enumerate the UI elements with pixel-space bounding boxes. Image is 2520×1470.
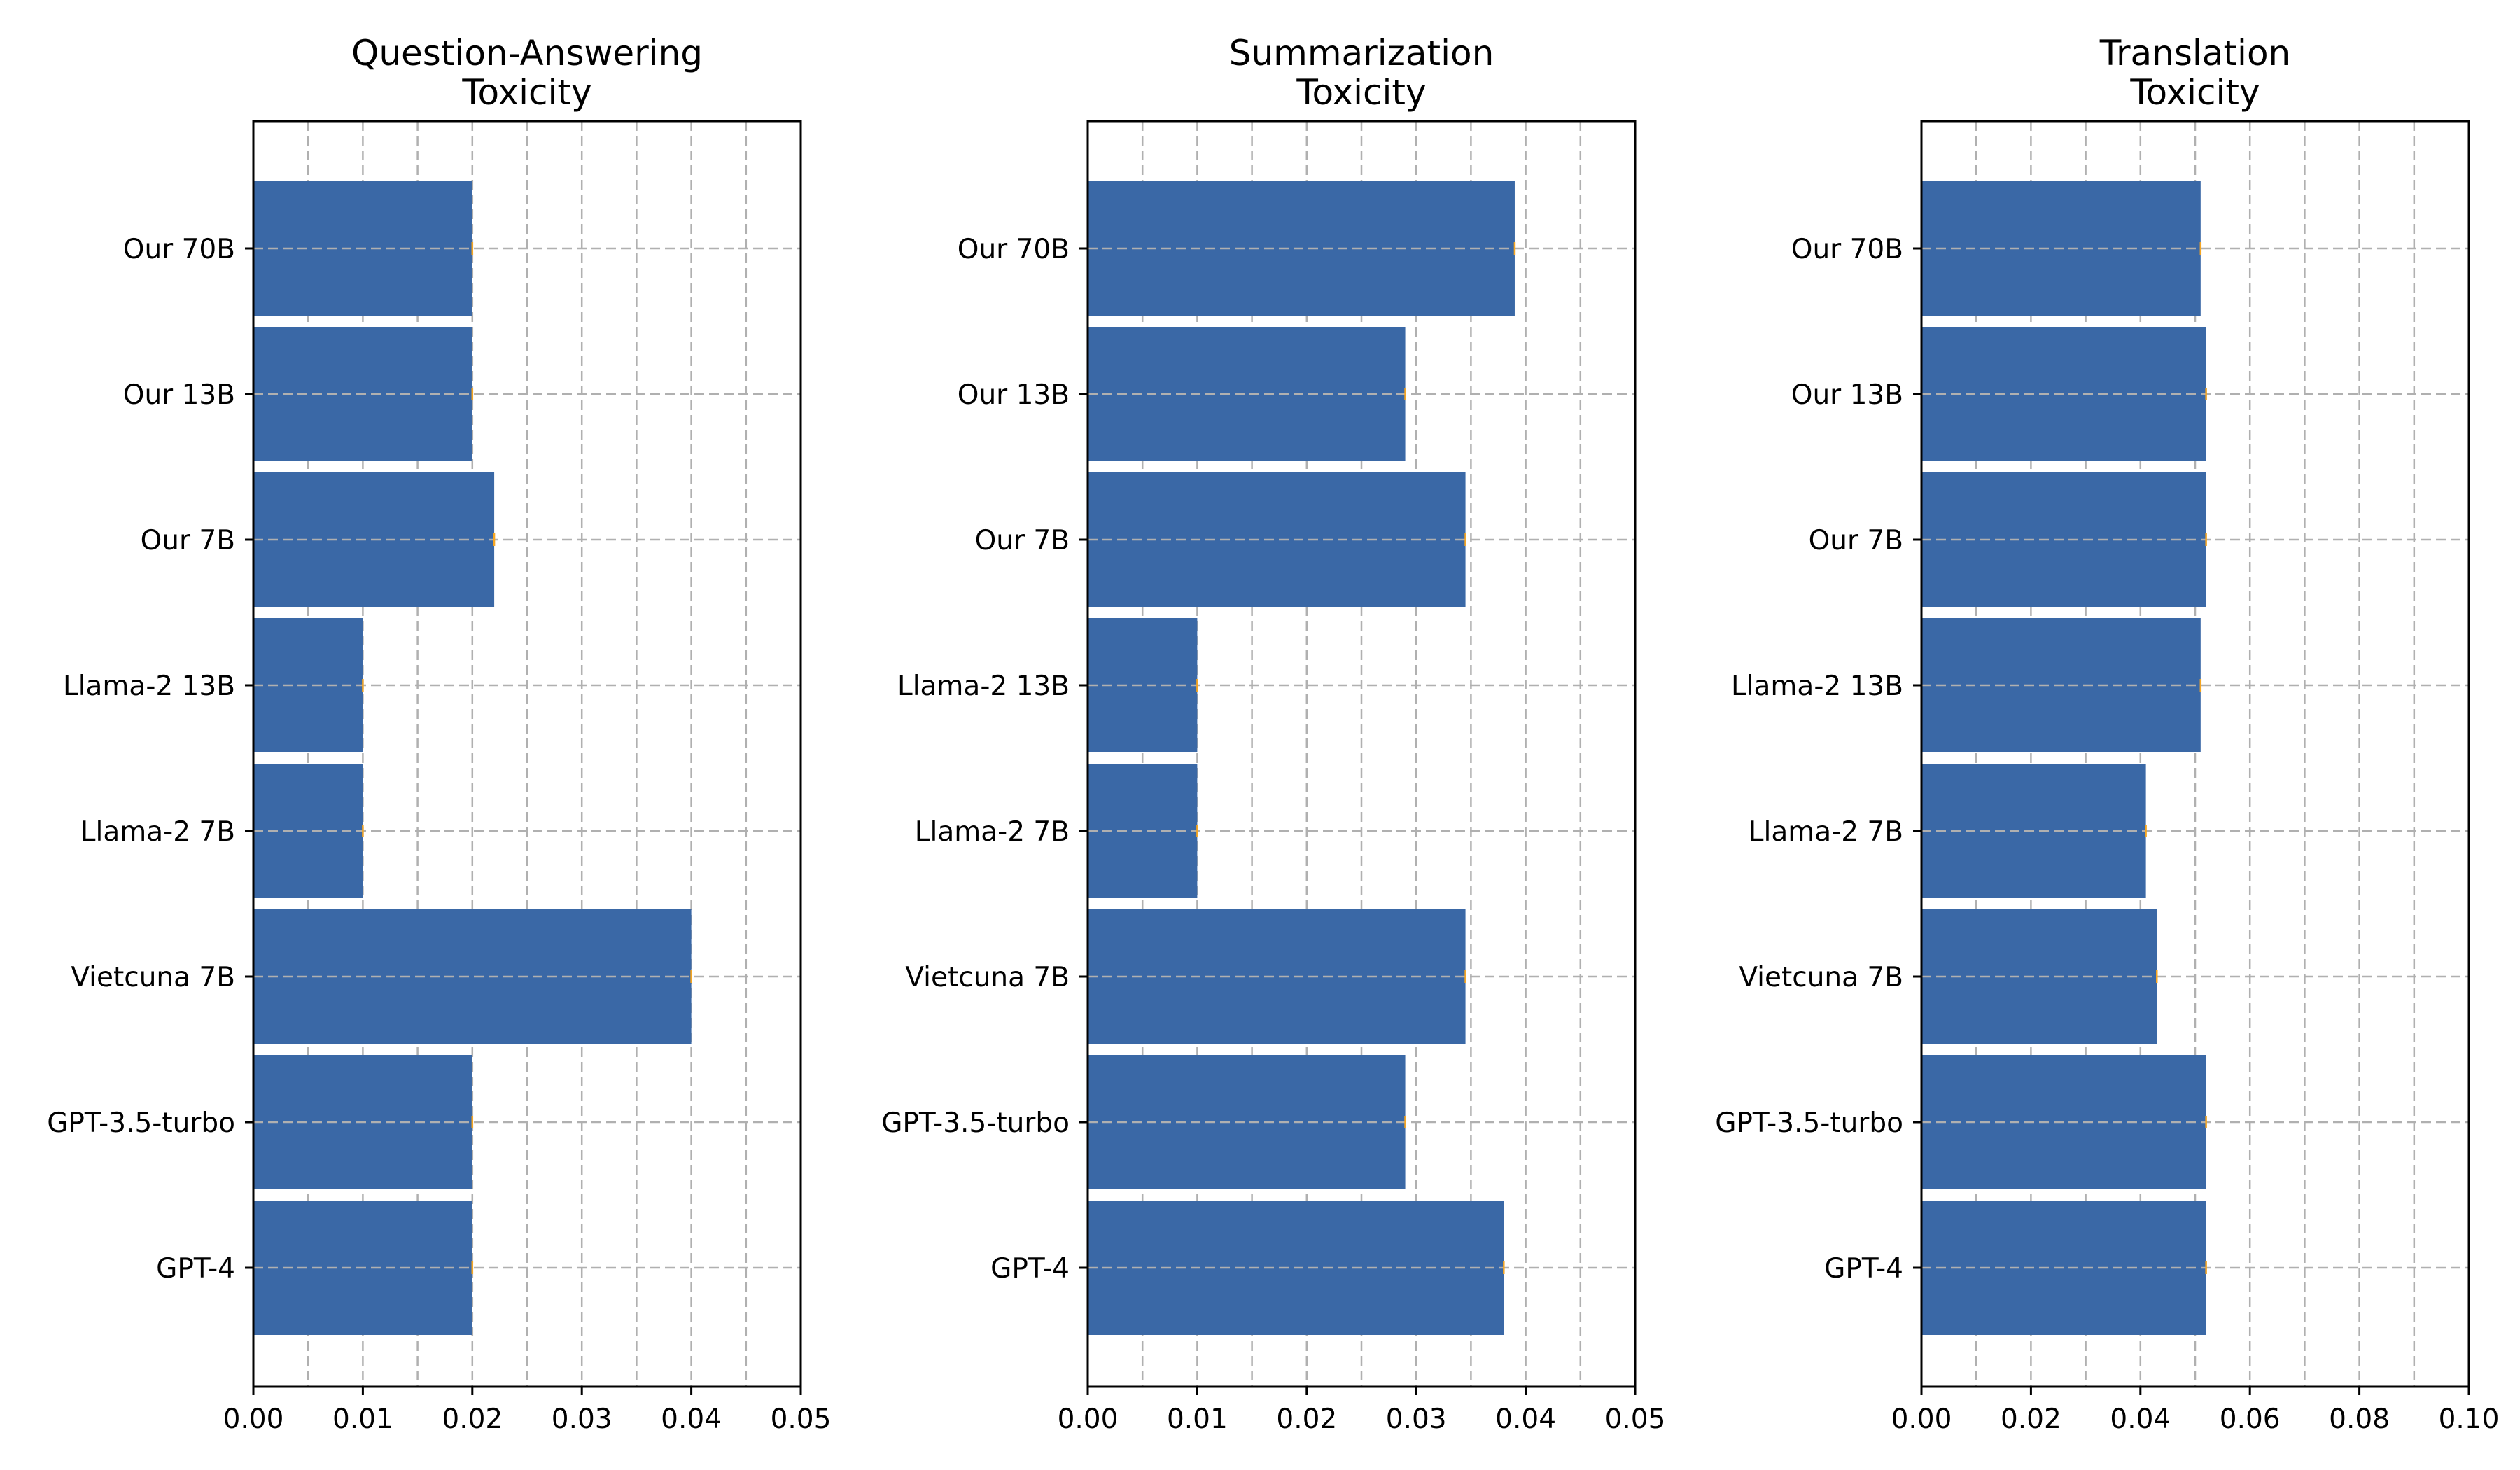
x-tick-label: 0.04	[2110, 1404, 2171, 1435]
y-tick-label: GPT-4	[990, 1253, 1070, 1284]
y-tick-label: Llama-2 7B	[80, 816, 235, 848]
chart-title: Toxicity	[1296, 72, 1426, 113]
y-tick-label: GPT-3.5-turbo	[881, 1107, 1070, 1139]
x-tick-label: 0.10	[2439, 1404, 2500, 1435]
chart-title: Translation	[2099, 33, 2290, 74]
y-tick-label: GPT-4	[156, 1253, 235, 1284]
x-tick-label: 0.06	[2220, 1404, 2281, 1435]
chart-title: Toxicity	[461, 72, 592, 113]
y-tick-label: Llama-2 13B	[897, 671, 1070, 702]
bar	[1088, 909, 1466, 1044]
chart-title: Toxicity	[2129, 72, 2260, 113]
x-tick-label: 0.05	[771, 1404, 832, 1435]
chart-title: Summarization	[1229, 33, 1494, 74]
x-tick-label: 0.01	[1167, 1404, 1228, 1435]
chart-panel-1: Our 70B Our 13B Our 7B Llama-2 13B Llama-2 7…	[881, 33, 1665, 1435]
x-tick-label: 0.03	[1386, 1404, 1447, 1435]
x-tick-label: 0.01	[332, 1404, 393, 1435]
x-tick-label: 0.04	[661, 1404, 722, 1435]
bar	[253, 909, 692, 1044]
axes-frame	[1086, 120, 1637, 1388]
y-tick-label: GPT-3.5-turbo	[47, 1107, 235, 1139]
y-tick-label: Llama-2 13B	[1731, 671, 1903, 702]
y-tick-label: Our 70B	[958, 234, 1070, 265]
y-tick-label: Our 70B	[123, 234, 235, 265]
x-tick-label: 0.02	[442, 1404, 503, 1435]
y-tick-label: Our 13B	[1791, 379, 1903, 411]
x-tick-label: 0.02	[2001, 1404, 2062, 1435]
x-tick-label: 0.05	[1605, 1404, 1666, 1435]
y-tick-label: Llama-2 7B	[915, 816, 1070, 848]
x-tick-label: 0.00	[1891, 1404, 1952, 1435]
x-tick-label: 0.08	[2329, 1404, 2390, 1435]
axes-frame	[1920, 120, 2470, 1388]
chart-panel-2: Our 70B Our 13B Our 7B Llama-2 13B Llama-2 7…	[1715, 33, 2499, 1435]
bar	[1088, 472, 1466, 607]
y-tick-label: Llama-2 7B	[1749, 816, 1903, 848]
chart-title: Question-Answering	[351, 33, 703, 74]
y-tick-label: Llama-2 13B	[63, 671, 235, 702]
y-tick-label: Our 7B	[141, 525, 235, 556]
y-tick-label: GPT-3.5-turbo	[1715, 1107, 1903, 1139]
y-tick-label: GPT-4	[1824, 1253, 1903, 1284]
y-tick-label: Our 13B	[958, 379, 1070, 411]
y-tick-label: Vietcuna 7B	[71, 962, 235, 993]
y-tick-label: Our 7B	[1809, 525, 1903, 556]
y-tick-label: Our 7B	[975, 525, 1070, 556]
x-tick-label: 0.02	[1276, 1404, 1337, 1435]
chart-panel-0: Our 70B Our 13B Our 7B Llama-2 13B Llama-2 7…	[47, 33, 831, 1435]
axes-frame	[252, 120, 802, 1388]
x-tick-label: 0.00	[1058, 1404, 1119, 1435]
y-tick-label: Vietcuna 7B	[1739, 962, 1903, 993]
x-tick-label: 0.04	[1495, 1404, 1556, 1435]
y-tick-label: Vietcuna 7B	[905, 962, 1070, 993]
x-tick-label: 0.00	[223, 1404, 284, 1435]
y-tick-label: Our 13B	[123, 379, 235, 411]
y-tick-label: Our 70B	[1791, 234, 1903, 265]
x-tick-label: 0.03	[552, 1404, 612, 1435]
